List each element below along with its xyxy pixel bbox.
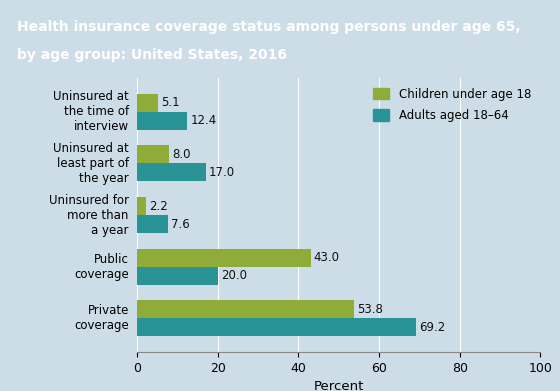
Bar [137,267,218,285]
Text: 5.1: 5.1 [161,96,180,109]
Bar [137,215,168,233]
X-axis label: Percent: Percent [314,380,364,391]
Text: by age group: United States, 2016: by age group: United States, 2016 [17,48,287,62]
Bar [137,145,170,163]
Text: 17.0: 17.0 [209,166,235,179]
Text: 12.4: 12.4 [190,114,217,127]
Text: 8.0: 8.0 [172,148,191,161]
Bar [137,112,187,130]
Text: 69.2: 69.2 [419,321,446,334]
Text: 20.0: 20.0 [221,269,247,282]
Bar [137,249,311,267]
Legend: Children under age 18, Adults aged 18–64: Children under age 18, Adults aged 18–64 [369,84,534,126]
Text: Health insurance coverage status among persons under age 65,: Health insurance coverage status among p… [17,20,520,34]
Text: 2.2: 2.2 [150,199,168,213]
Text: 43.0: 43.0 [314,251,340,264]
Text: 53.8: 53.8 [357,303,383,316]
Bar [137,163,206,181]
Bar [137,94,158,112]
Bar [137,300,354,318]
Bar [137,318,416,336]
Text: 7.6: 7.6 [171,217,190,231]
Bar [137,197,146,215]
